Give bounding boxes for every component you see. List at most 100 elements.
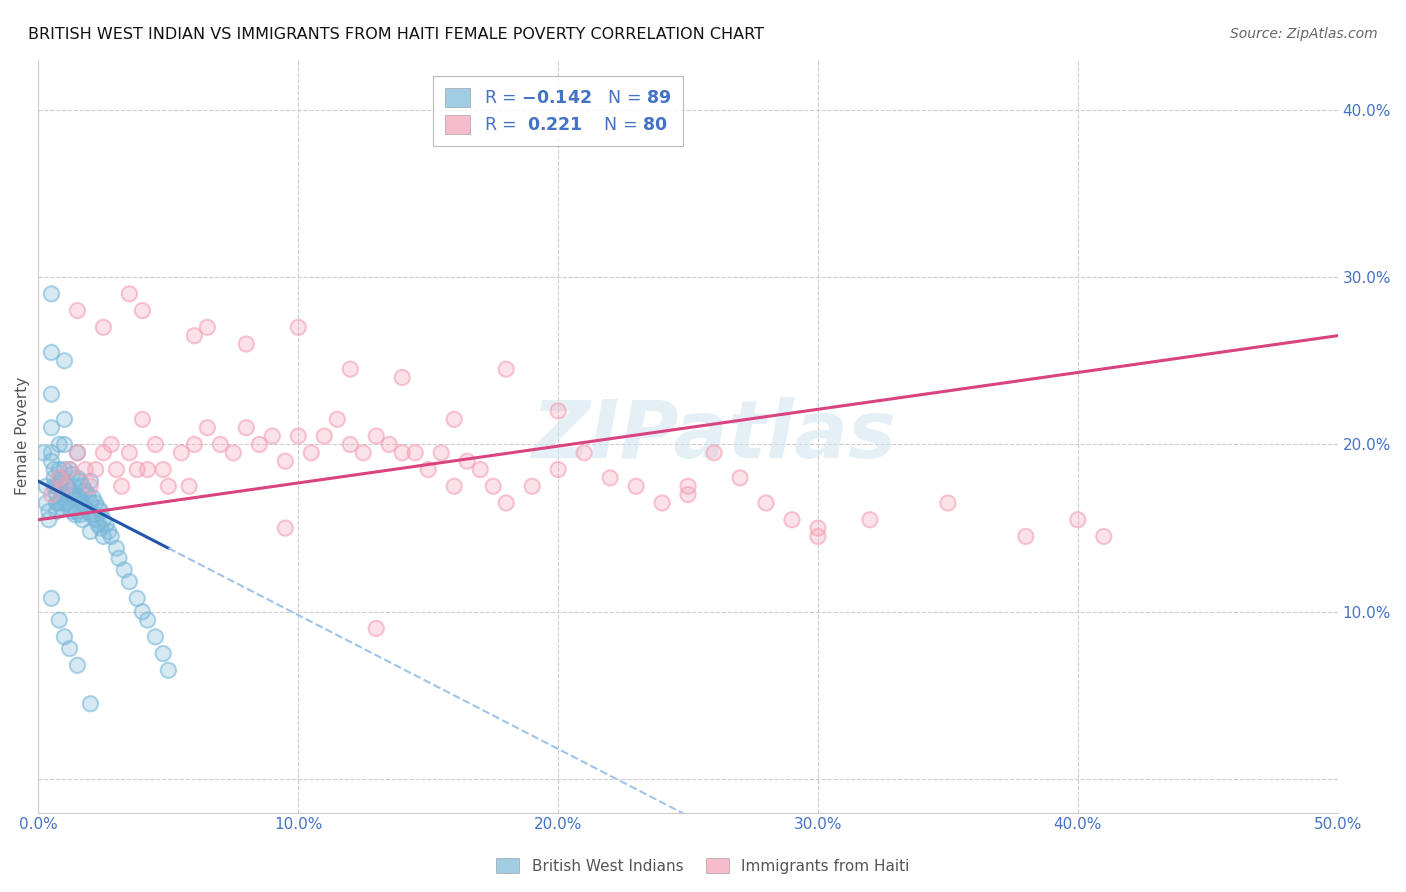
Text: Source: ZipAtlas.com: Source: ZipAtlas.com [1230,27,1378,41]
Point [152,462,174,476]
Point [157,663,180,677]
Point [520,479,543,493]
Point [118,574,141,589]
Point [703,446,725,460]
Point [45,488,67,502]
Point [131,412,153,426]
Point [42,479,65,493]
Point [195,420,218,434]
Point [418,462,440,476]
Point [430,446,453,460]
Point [807,521,830,535]
Point [235,337,257,351]
Point [145,437,167,451]
Point [136,462,159,476]
Point [1067,513,1090,527]
Point [84,462,107,476]
Point [87,501,110,516]
Point [235,420,257,434]
Point [45,479,67,493]
Point [339,362,361,376]
Point [170,446,193,460]
Point [60,504,83,518]
Point [41,286,63,301]
Point [110,479,132,493]
Point [624,479,647,493]
Point [599,471,621,485]
Point [183,437,205,451]
Point [66,303,89,318]
Point [179,479,201,493]
Point [35,496,58,510]
Point [75,484,97,499]
Point [79,475,101,489]
Point [651,496,673,510]
Point [79,508,101,522]
Point [108,551,131,566]
Point [35,479,58,493]
Point [87,517,110,532]
Point [157,479,180,493]
Point [53,479,76,493]
Point [127,591,149,606]
Point [676,479,699,493]
Point [443,412,465,426]
Point [41,488,63,502]
Point [72,479,94,493]
Point [547,404,569,418]
Point [195,420,218,434]
Point [807,529,830,543]
Point [87,501,110,516]
Point [599,471,621,485]
Point [59,501,82,516]
Point [118,286,141,301]
Point [299,446,322,460]
Point [443,479,465,493]
Point [936,496,959,510]
Point [79,508,101,522]
Point [136,613,159,627]
Point [145,630,167,644]
Point [339,362,361,376]
Point [53,412,76,426]
Point [51,471,73,485]
Point [59,462,82,476]
Point [326,412,349,426]
Point [53,496,76,510]
Point [352,446,374,460]
Point [41,454,63,468]
Point [48,462,70,476]
Point [127,462,149,476]
Point [41,591,63,606]
Point [482,479,505,493]
Point [63,479,86,493]
Point [66,488,89,502]
Point [274,521,297,535]
Point [274,521,297,535]
Point [222,446,245,460]
Point [326,412,349,426]
Point [127,591,149,606]
Point [97,524,120,539]
Point [48,613,70,627]
Point [38,504,60,518]
Point [45,479,67,493]
Point [53,353,76,368]
Point [108,551,131,566]
Point [45,488,67,502]
Point [60,504,83,518]
Point [105,541,128,556]
Point [247,437,270,451]
Point [170,446,193,460]
Point [66,504,89,518]
Point [152,462,174,476]
Point [35,496,58,510]
Point [75,484,97,499]
Point [82,508,104,522]
Text: ZIPatlas: ZIPatlas [531,397,897,475]
Point [183,328,205,343]
Point [443,412,465,426]
Point [79,475,101,489]
Point [456,454,478,468]
Point [53,479,76,493]
